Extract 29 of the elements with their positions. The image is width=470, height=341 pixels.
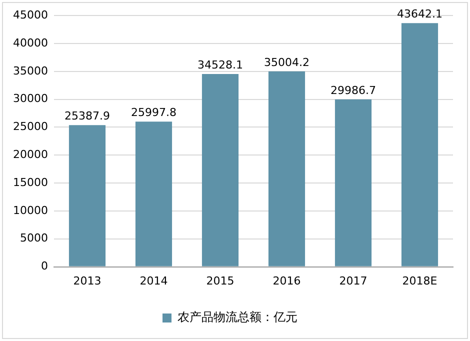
x-tick-label: 2017 <box>339 274 368 288</box>
y-tick-label: 40000 <box>12 36 48 50</box>
y-tick-label: 45000 <box>12 8 48 22</box>
y-tick-label: 30000 <box>12 92 48 106</box>
x-tick-label: 2014 <box>140 274 168 288</box>
bar <box>401 23 438 266</box>
data-label: 29986.7 <box>330 84 376 97</box>
data-label: 43642.1 <box>397 8 442 21</box>
data-label: 25387.9 <box>64 109 110 122</box>
x-tick-label: 2018E <box>402 274 438 288</box>
y-tick-label: 15000 <box>12 176 48 189</box>
x-tick-label: 2016 <box>272 274 301 288</box>
x-tick-label: 2015 <box>206 274 234 288</box>
bar <box>135 122 172 266</box>
bar <box>334 99 372 266</box>
data-label: 25997.8 <box>130 106 176 120</box>
bar <box>68 125 106 266</box>
y-tick-label: 0 <box>40 260 48 273</box>
x-tick-label: 2013 <box>73 274 102 288</box>
y-tick-label: 35000 <box>12 64 48 78</box>
data-label: 34528.1 <box>197 58 243 72</box>
y-tick-label: 25000 <box>12 120 48 134</box>
y-tick-label: 5000 <box>20 232 48 245</box>
y-tick-label: 10000 <box>12 204 48 217</box>
legend-label: 农产品物流总额：亿元 <box>178 310 298 324</box>
bar <box>202 74 239 266</box>
bar <box>268 71 306 266</box>
y-tick-label: 20000 <box>12 148 48 162</box>
data-label: 35004.2 <box>264 56 310 69</box>
